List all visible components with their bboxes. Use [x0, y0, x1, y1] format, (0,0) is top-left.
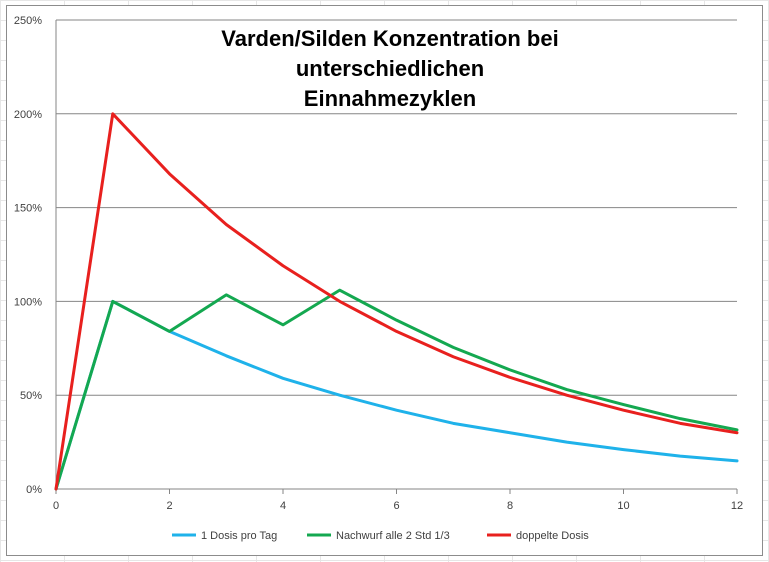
x-tick-label: 2 — [166, 500, 172, 512]
legend-label: doppelte Dosis — [516, 530, 589, 542]
y-tick-label: 100% — [14, 296, 42, 308]
legend: 1 Dosis pro Tag Nachwurf alle 2 Std 1/3 do… — [172, 530, 589, 542]
y-tick-label: 50% — [20, 390, 42, 402]
series-line-3 — [54, 112, 739, 491]
x-tick-label: 12 — [731, 500, 743, 512]
series-line-2 — [54, 288, 739, 491]
y-tick-label: 250% — [14, 15, 42, 27]
x-tick-label: 8 — [507, 500, 513, 512]
chart-area[interactable] — [6, 5, 763, 556]
x-tick-label: 10 — [617, 500, 629, 512]
x-tick-label: 6 — [393, 500, 399, 512]
y-tick-label: 0% — [26, 484, 42, 496]
chart-title-line-1: Varden/Silden Konzentration bei untersch… — [221, 26, 559, 81]
y-tick-label: 150% — [14, 203, 42, 215]
chart-title: Varden/Silden Konzentration bei untersch… — [130, 24, 650, 114]
legend-label: 1 Dosis pro Tag — [201, 530, 277, 542]
legend-label: Nachwurf alle 2 Std 1/3 — [336, 530, 450, 542]
x-tick-label: 4 — [280, 500, 286, 512]
y-tick-label: 200% — [14, 109, 42, 121]
chart-title-line-2: Einnahmezyklen — [303, 86, 477, 111]
series-lines — [54, 112, 739, 491]
x-tick-label: 0 — [53, 500, 59, 512]
gridlines — [56, 19, 737, 396]
y-axis-ticks: 0% 50% 100% 150% 200% 250% — [14, 15, 42, 496]
x-axis-ticks: 0 2 4 6 8 10 12 — [53, 489, 743, 512]
